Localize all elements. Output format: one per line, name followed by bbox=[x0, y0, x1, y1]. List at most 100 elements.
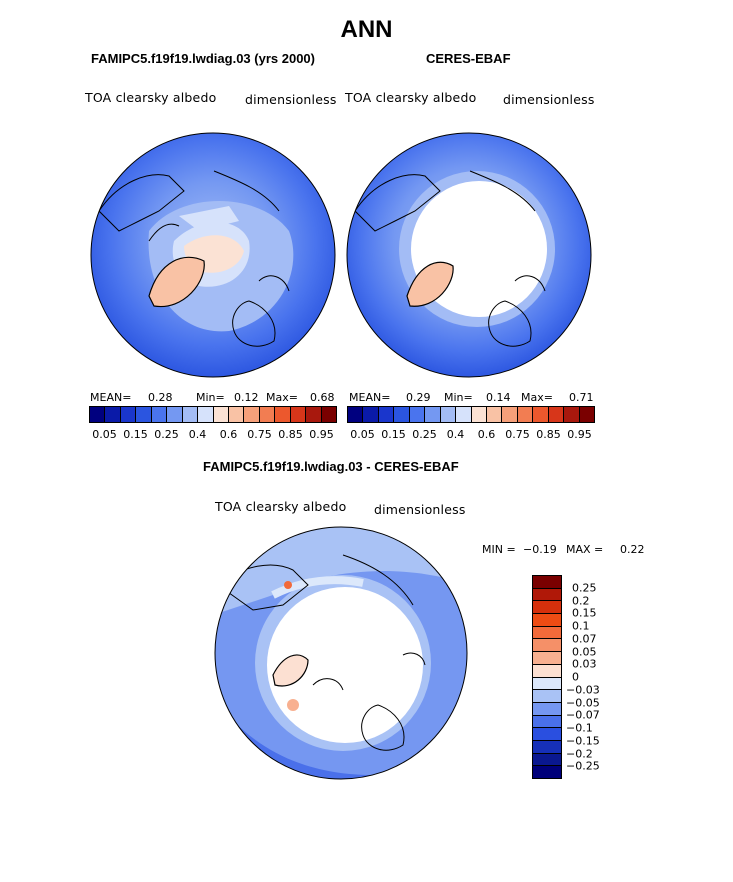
panel-2-variable-label: TOA clearsky albedo bbox=[345, 90, 477, 105]
ceres-colorbar-tick-label: 0.15 bbox=[381, 428, 406, 441]
model-colorbar-swatch bbox=[90, 407, 106, 422]
model-colorbar-swatch bbox=[228, 407, 245, 422]
difference-colorbar-swatch bbox=[533, 753, 561, 767]
difference-colorbar-swatch bbox=[533, 614, 561, 627]
model-colorbar bbox=[89, 406, 337, 423]
ceres-colorbar-swatch bbox=[378, 407, 395, 422]
model-colorbar-tick-label: 0.6 bbox=[219, 428, 238, 441]
panel-1-max-label: Max= bbox=[266, 391, 298, 404]
difference-colorbar-swatch bbox=[533, 626, 561, 640]
diff-min-label: MIN = bbox=[482, 543, 516, 556]
difference-colorbar-tick-label: 0.1 bbox=[572, 619, 590, 633]
panel-1-title: FAMIPC5.f19f19.lwdiag.03 (yrs 2000) bbox=[91, 51, 315, 66]
difference-colorbar-tick-label: 0.2 bbox=[572, 594, 590, 607]
ceres-polar-map bbox=[346, 132, 592, 378]
model-colorbar-tick-label: 0.05 bbox=[92, 428, 117, 441]
ceres-colorbar-swatch bbox=[425, 407, 441, 422]
difference-colorbar-swatch bbox=[533, 576, 561, 589]
model-colorbar-tick-label: 0.75 bbox=[247, 428, 272, 441]
difference-colorbar-swatch bbox=[533, 690, 561, 703]
panel-1-min-label: Min= bbox=[196, 391, 225, 404]
model-colorbar-swatch bbox=[120, 407, 137, 422]
main-title: ANN bbox=[340, 16, 393, 43]
difference-colorbar-tick-label: −0.25 bbox=[566, 759, 600, 773]
panel-2-max-label: Max= bbox=[521, 391, 553, 404]
ceres-colorbar-swatch bbox=[548, 407, 565, 422]
ceres-colorbar-tick-label: 0.25 bbox=[412, 428, 437, 441]
difference-colorbar-swatch bbox=[533, 702, 561, 716]
panel-1-mean-label: MEAN= bbox=[90, 391, 132, 404]
ceres-colorbar bbox=[347, 406, 595, 423]
model-colorbar-swatch bbox=[136, 407, 152, 422]
difference-colorbar-tick-label: 0 bbox=[572, 670, 579, 684]
model-colorbar-tick-label: 0.15 bbox=[123, 428, 148, 441]
ceres-colorbar-swatch bbox=[348, 407, 364, 422]
ceres-colorbar-tick-label: 0.05 bbox=[350, 428, 375, 441]
difference-colorbar-swatch bbox=[533, 766, 561, 778]
model-colorbar-swatch bbox=[182, 407, 199, 422]
model-colorbar-tick-label: 0.4 bbox=[188, 428, 207, 441]
ceres-colorbar-tick-label: 0.85 bbox=[536, 428, 561, 441]
ceres-colorbar-swatch bbox=[564, 407, 580, 422]
panel-2-units-label: dimensionless bbox=[503, 92, 595, 107]
model-colorbar-tick-label: 0.95 bbox=[309, 428, 334, 441]
panel-1-units-label: dimensionless bbox=[245, 92, 337, 107]
difference-colorbar-swatch bbox=[533, 588, 561, 602]
diff-max-label: MAX = bbox=[566, 543, 604, 556]
ceres-colorbar-swatch bbox=[533, 407, 549, 422]
difference-colorbar-tick-label: 0.25 bbox=[572, 581, 597, 595]
model-colorbar-swatch bbox=[213, 407, 229, 422]
difference-colorbar bbox=[532, 575, 562, 779]
panel-1-mean-value: 0.28 bbox=[148, 391, 173, 404]
ceres-colorbar-swatch bbox=[579, 407, 594, 422]
difference-colorbar-swatch bbox=[533, 664, 561, 678]
difference-colorbar-swatch bbox=[533, 728, 561, 741]
difference-colorbar-tick-label: −0.2 bbox=[566, 747, 593, 760]
panel-2-mean-label: MEAN= bbox=[349, 391, 391, 404]
model-colorbar-tick-label: 0.85 bbox=[278, 428, 303, 441]
diff-panel-title: FAMIPC5.f19f19.lwdiag.03 - CERES-EBAF bbox=[203, 459, 459, 474]
panel-2-mean-value: 0.29 bbox=[406, 391, 431, 404]
ceres-colorbar-swatch bbox=[517, 407, 534, 422]
panel-2-min-label: Min= bbox=[444, 391, 473, 404]
model-colorbar-labels: 0.05 0.15 0.25 0.4 0.6 0.75 0.85 0.95 bbox=[89, 428, 337, 442]
ceres-colorbar-swatch bbox=[502, 407, 518, 422]
panel-1-variable-label: TOA clearsky albedo bbox=[85, 90, 217, 105]
model-colorbar-swatch bbox=[105, 407, 121, 422]
ceres-colorbar-swatch bbox=[363, 407, 379, 422]
ceres-colorbar-swatch bbox=[486, 407, 503, 422]
difference-colorbar-swatch bbox=[533, 639, 561, 653]
panel-1-max-value: 0.68 bbox=[310, 391, 335, 404]
panel-2-min-value: 0.14 bbox=[486, 391, 511, 404]
ceres-colorbar-tick-label: 0.6 bbox=[477, 428, 496, 441]
diff-max-value: 0.22 bbox=[620, 543, 645, 556]
difference-colorbar-tick-label: 0.15 bbox=[572, 606, 597, 620]
ceres-colorbar-swatch bbox=[394, 407, 410, 422]
panel-2-max-value: 0.71 bbox=[569, 391, 594, 404]
difference-colorbar-tick-label: 0.03 bbox=[572, 657, 597, 671]
model-colorbar-swatch bbox=[259, 407, 276, 422]
ceres-colorbar-swatch bbox=[409, 407, 426, 422]
model-colorbar-swatch bbox=[151, 407, 168, 422]
difference-colorbar-labels: 0.25 0.2 0.15 0.1 0.07 0.05 0.03 0 −0.03 −0.05 −0.… bbox=[566, 575, 626, 779]
model-colorbar-swatch bbox=[275, 407, 291, 422]
ceres-colorbar-swatch bbox=[456, 407, 472, 422]
difference-colorbar-tick-label: −0.05 bbox=[566, 696, 600, 709]
difference-colorbar-swatch bbox=[533, 715, 561, 729]
ceres-colorbar-swatch bbox=[471, 407, 487, 422]
model-polar-map bbox=[90, 132, 336, 378]
panel-2-title: CERES-EBAF bbox=[426, 51, 511, 66]
diff-panel-units-label: dimensionless bbox=[374, 502, 466, 517]
difference-colorbar-tick-label: −0.15 bbox=[566, 734, 600, 748]
difference-colorbar-swatch bbox=[533, 601, 561, 615]
difference-colorbar-tick-label: 0.05 bbox=[572, 645, 597, 658]
difference-colorbar-swatch bbox=[533, 652, 561, 665]
ceres-colorbar-tick-label: 0.95 bbox=[567, 428, 592, 441]
difference-colorbar-swatch bbox=[533, 740, 561, 754]
diff-min-value: −0.19 bbox=[523, 543, 557, 556]
difference-colorbar-tick-label: −0.1 bbox=[566, 721, 593, 735]
model-colorbar-swatch bbox=[244, 407, 260, 422]
difference-colorbar-tick-label: 0.07 bbox=[572, 632, 597, 646]
model-colorbar-swatch bbox=[167, 407, 183, 422]
model-colorbar-tick-label: 0.25 bbox=[154, 428, 179, 441]
